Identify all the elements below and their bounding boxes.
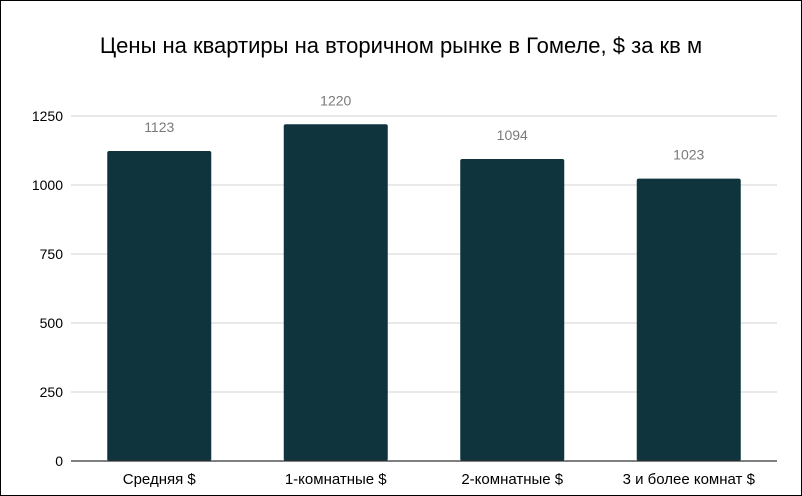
bar-4 (636, 178, 741, 462)
y-tick-label: 0 (55, 453, 63, 469)
bar-value-label: 1220 (320, 92, 351, 108)
category-label: 2-комнатные $ (461, 471, 563, 488)
chart-title: Цены на квартиры на вторичном рынке в Го… (100, 33, 702, 58)
bar-layer (107, 124, 741, 462)
bar-value-label: 1123 (144, 119, 174, 135)
category-label: 3 и более комнат $ (623, 471, 756, 488)
label-layer: 0 250 500 750 1000 1250 1123 Средняя $ 1220 1-ком… (32, 92, 777, 488)
bar-1 (107, 151, 212, 461)
bar-value-label: 1023 (673, 147, 704, 163)
bar-2 (283, 124, 388, 461)
category-label: Средняя $ (123, 471, 197, 488)
y-tick-label: 1250 (32, 108, 63, 124)
y-tick-label: 250 (40, 384, 64, 400)
bar-value-label: 1094 (497, 127, 528, 143)
y-tick-label: 1000 (32, 177, 63, 193)
bar-3 (460, 159, 565, 461)
category-label: 1-комнатные $ (285, 471, 387, 488)
y-tick-label: 500 (40, 315, 64, 331)
y-tick-label: 750 (40, 246, 64, 262)
